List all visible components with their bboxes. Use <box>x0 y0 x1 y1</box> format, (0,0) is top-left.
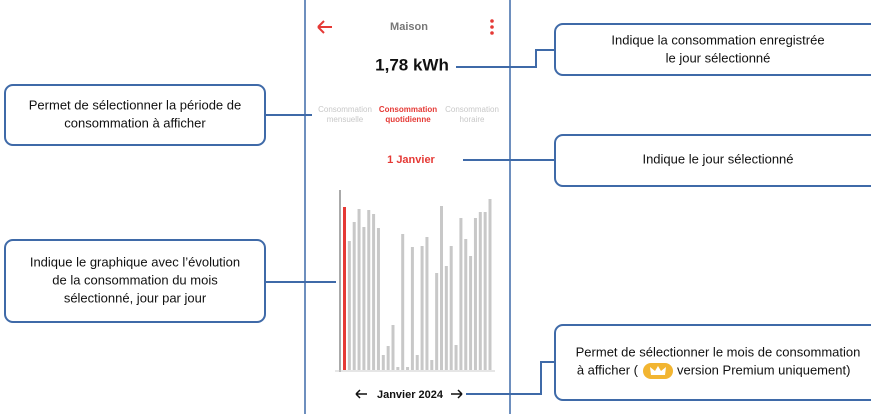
bar <box>381 355 385 370</box>
menu-dot <box>490 19 494 23</box>
bar <box>376 228 380 370</box>
bar <box>473 218 477 370</box>
bar <box>415 355 419 370</box>
bar <box>444 266 448 370</box>
callout-text: Indique le graphique avec l’évolution <box>30 254 240 269</box>
bar <box>406 367 410 370</box>
bar <box>347 241 351 370</box>
bar <box>430 360 434 370</box>
callout-text: Permet de sélectionner la période de <box>29 97 241 112</box>
month-label: Janvier 2024 <box>377 389 444 401</box>
menu-dot <box>490 25 494 29</box>
next-month[interactable] <box>451 389 463 399</box>
reading: 1,78 kWh <box>375 55 449 74</box>
callout-text: sélectionné, jour par jour <box>64 290 207 305</box>
bar <box>449 246 453 370</box>
bar <box>362 227 366 370</box>
bar <box>464 239 468 370</box>
callout-box <box>554 324 871 401</box>
menu-button[interactable] <box>490 19 494 35</box>
tab-label: quotidienne <box>385 115 431 124</box>
back-button[interactable] <box>317 20 332 34</box>
bar <box>488 199 492 370</box>
tab-label: Consommation <box>379 105 437 114</box>
bar <box>401 234 405 370</box>
callout-box <box>554 23 871 76</box>
bar <box>483 212 487 370</box>
bar <box>478 212 482 370</box>
callout-text: de la consommation du mois <box>52 272 218 287</box>
selected-day: 1 Janvier <box>387 154 435 166</box>
arrow-right <box>451 389 463 399</box>
tab-label: mensuelle <box>327 115 364 124</box>
bar <box>357 209 361 370</box>
callout-text: Permet de sélectionner le mois de consom… <box>576 344 861 359</box>
crown-icon <box>650 366 666 375</box>
bar <box>469 256 473 370</box>
bar <box>459 218 463 370</box>
bar <box>391 325 395 370</box>
callout-box <box>4 239 266 323</box>
callout-text: à afficher ( <box>577 362 639 377</box>
screen-title: Maison <box>390 21 428 33</box>
bar <box>352 222 356 370</box>
bar <box>435 273 439 370</box>
bar <box>396 367 400 370</box>
bar <box>386 346 390 370</box>
bar <box>343 207 346 370</box>
callout-text: le jour sélectionné <box>666 50 771 65</box>
bar <box>425 237 429 370</box>
tab-label: Consommation <box>445 105 499 114</box>
tab-label: horaire <box>460 115 485 124</box>
back-arrow <box>317 20 332 34</box>
callout-box <box>4 84 266 146</box>
prev-month[interactable] <box>355 389 367 399</box>
menu-dot <box>490 31 494 35</box>
bar <box>420 246 424 370</box>
callout-box <box>554 134 871 187</box>
bar <box>440 206 443 370</box>
callout-text: consommation à afficher <box>64 115 206 130</box>
bar <box>410 247 414 370</box>
callout-text: Indique la consommation enregistrée <box>611 32 824 47</box>
bar <box>454 345 458 370</box>
bar <box>367 210 371 370</box>
connector <box>456 49 556 68</box>
connector <box>466 361 556 395</box>
callout-text: Indique le jour sélectionné <box>642 151 793 166</box>
callout-text: version Premium uniquement) <box>677 362 850 377</box>
tab-label: Consommation <box>318 105 372 114</box>
bar <box>372 214 376 370</box>
arrow-left <box>355 389 367 399</box>
